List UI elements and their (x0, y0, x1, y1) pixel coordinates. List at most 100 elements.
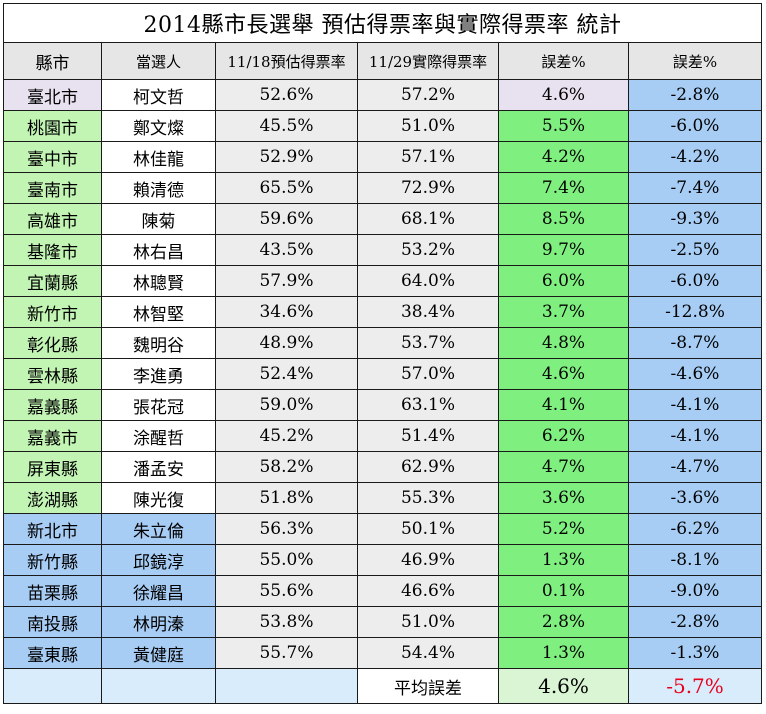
actual-cell: 68.1% (357, 203, 499, 235)
winner-cell: 潘孟安 (101, 451, 216, 483)
error-2-cell: -9.3% (627, 203, 763, 235)
actual-cell: 72.9% (357, 172, 499, 204)
footer-blank-cell (215, 668, 358, 704)
winner-cell: 涂醒哲 (101, 420, 216, 452)
error-cell: 6.0% (498, 265, 629, 297)
winner-cell: 林右昌 (101, 234, 216, 266)
table-row: 屏東縣 潘孟安 58.2% 62.9% 4.7% -4.7% (3, 451, 763, 483)
actual-cell: 51.4% (357, 420, 499, 452)
table-row: 桃園市 鄭文燦 45.5% 51.0% 5.5% -6.0% (3, 110, 763, 142)
city-cell: 臺東縣 (3, 637, 102, 669)
spreadsheet: 2014縣市長選舉 預估得票率與實際得票率 統計 縣市 當選人 11/18預估得… (2, 3, 763, 704)
error-2-cell: -3.6% (627, 482, 763, 514)
table-row: 臺東縣 黃健庭 55.7% 54.4% 1.3% -1.3% (3, 637, 763, 669)
predicted-cell: 34.6% (215, 296, 358, 328)
predicted-cell: 59.6% (215, 203, 358, 235)
predicted-cell: 55.6% (215, 575, 358, 607)
winner-cell: 陳光復 (101, 482, 216, 514)
actual-cell: 64.0% (357, 265, 499, 297)
error-cell: 6.2% (498, 420, 629, 452)
error-cell: 3.7% (498, 296, 629, 328)
table-row: 臺南市 賴清德 65.5% 72.9% 7.4% -7.4% (3, 172, 763, 204)
winner-cell: 張花冠 (101, 389, 216, 421)
actual-cell: 46.9% (357, 544, 499, 576)
error-2-cell: -8.7% (627, 327, 763, 359)
predicted-cell: 57.9% (215, 265, 358, 297)
table-row: 嘉義市 涂醒哲 45.2% 51.4% 6.2% -4.1% (3, 420, 763, 452)
average-error-value-2: -5.7% (627, 668, 763, 704)
error-cell: 9.7% (498, 234, 629, 266)
table-row: 新竹縣 邱鏡淳 55.0% 46.9% 1.3% -8.1% (3, 544, 763, 576)
table-title: 2014縣市長選舉 預估得票率與實際得票率 統計 (2, 3, 763, 43)
header-city: 縣市 (3, 42, 102, 80)
header-winner: 當選人 (101, 42, 216, 80)
actual-cell: 53.7% (357, 327, 499, 359)
actual-cell: 57.0% (357, 358, 499, 390)
predicted-cell: 65.5% (215, 172, 358, 204)
actual-cell: 63.1% (357, 389, 499, 421)
error-2-cell: -4.2% (627, 141, 763, 173)
table-row: 嘉義縣 張花冠 59.0% 63.1% 4.1% -4.1% (3, 389, 763, 421)
error-2-cell: -9.0% (627, 575, 763, 607)
predicted-cell: 53.8% (215, 606, 358, 638)
actual-cell: 62.9% (357, 451, 499, 483)
winner-cell: 柯文哲 (101, 79, 216, 111)
error-cell: 4.8% (498, 327, 629, 359)
error-2-cell: -8.1% (627, 544, 763, 576)
error-2-cell: -4.1% (627, 389, 763, 421)
actual-cell: 53.2% (357, 234, 499, 266)
winner-cell: 魏明谷 (101, 327, 216, 359)
predicted-cell: 51.8% (215, 482, 358, 514)
error-cell: 8.5% (498, 203, 629, 235)
winner-cell: 陳菊 (101, 203, 216, 235)
actual-cell: 38.4% (357, 296, 499, 328)
header-error: 誤差% (498, 42, 629, 80)
error-2-cell: -2.8% (627, 606, 763, 638)
actual-cell: 57.2% (357, 79, 499, 111)
predicted-cell: 45.2% (215, 420, 358, 452)
error-2-cell: -6.0% (627, 110, 763, 142)
predicted-cell: 55.7% (215, 637, 358, 669)
footer-blank-cell (101, 668, 216, 704)
error-2-cell: -7.4% (627, 172, 763, 204)
city-cell: 新北市 (3, 513, 102, 545)
winner-cell: 賴清德 (101, 172, 216, 204)
winner-cell: 林佳龍 (101, 141, 216, 173)
table-row: 南投縣 林明溱 53.8% 51.0% 2.8% -2.8% (3, 606, 763, 638)
error-2-cell: -4.7% (627, 451, 763, 483)
table-row: 澎湖縣 陳光復 51.8% 55.3% 3.6% -3.6% (3, 482, 763, 514)
city-cell: 桃園市 (3, 110, 102, 142)
predicted-cell: 52.6% (215, 79, 358, 111)
city-cell: 新竹市 (3, 296, 102, 328)
error-2-cell: -6.2% (627, 513, 763, 545)
header-error-2: 誤差% (627, 42, 763, 80)
footer-blank-cell (3, 668, 102, 704)
error-2-cell: -1.3% (627, 637, 763, 669)
error-cell: 4.6% (498, 358, 629, 390)
actual-cell: 46.6% (357, 575, 499, 607)
table-row: 高雄市 陳菊 59.6% 68.1% 8.5% -9.3% (3, 203, 763, 235)
error-2-cell: -4.1% (627, 420, 763, 452)
error-cell: 0.1% (498, 575, 629, 607)
city-cell: 嘉義市 (3, 420, 102, 452)
error-cell: 5.5% (498, 110, 629, 142)
city-cell: 宜蘭縣 (3, 265, 102, 297)
city-cell: 臺北市 (3, 79, 102, 111)
error-cell: 3.6% (498, 482, 629, 514)
error-cell: 5.2% (498, 513, 629, 545)
city-cell: 高雄市 (3, 203, 102, 235)
election-table: 2014縣市長選舉 預估得票率與實際得票率 統計 縣市 當選人 11/18預估得… (2, 3, 763, 704)
error-2-cell: -6.0% (627, 265, 763, 297)
footer-row: 平均誤差 4.6% -5.7% (3, 668, 763, 704)
header-actual: 11/29實際得票率 (357, 42, 499, 80)
city-cell: 南投縣 (3, 606, 102, 638)
table-row: 宜蘭縣 林聰賢 57.9% 64.0% 6.0% -6.0% (3, 265, 763, 297)
city-cell: 澎湖縣 (3, 482, 102, 514)
actual-cell: 54.4% (357, 637, 499, 669)
winner-cell: 林智堅 (101, 296, 216, 328)
header-row: 縣市 當選人 11/18預估得票率 11/29實際得票率 誤差% 誤差% (3, 42, 763, 80)
error-cell: 1.3% (498, 544, 629, 576)
predicted-cell: 52.4% (215, 358, 358, 390)
average-error-label: 平均誤差 (357, 668, 499, 704)
average-error-value: 4.6% (498, 668, 629, 704)
